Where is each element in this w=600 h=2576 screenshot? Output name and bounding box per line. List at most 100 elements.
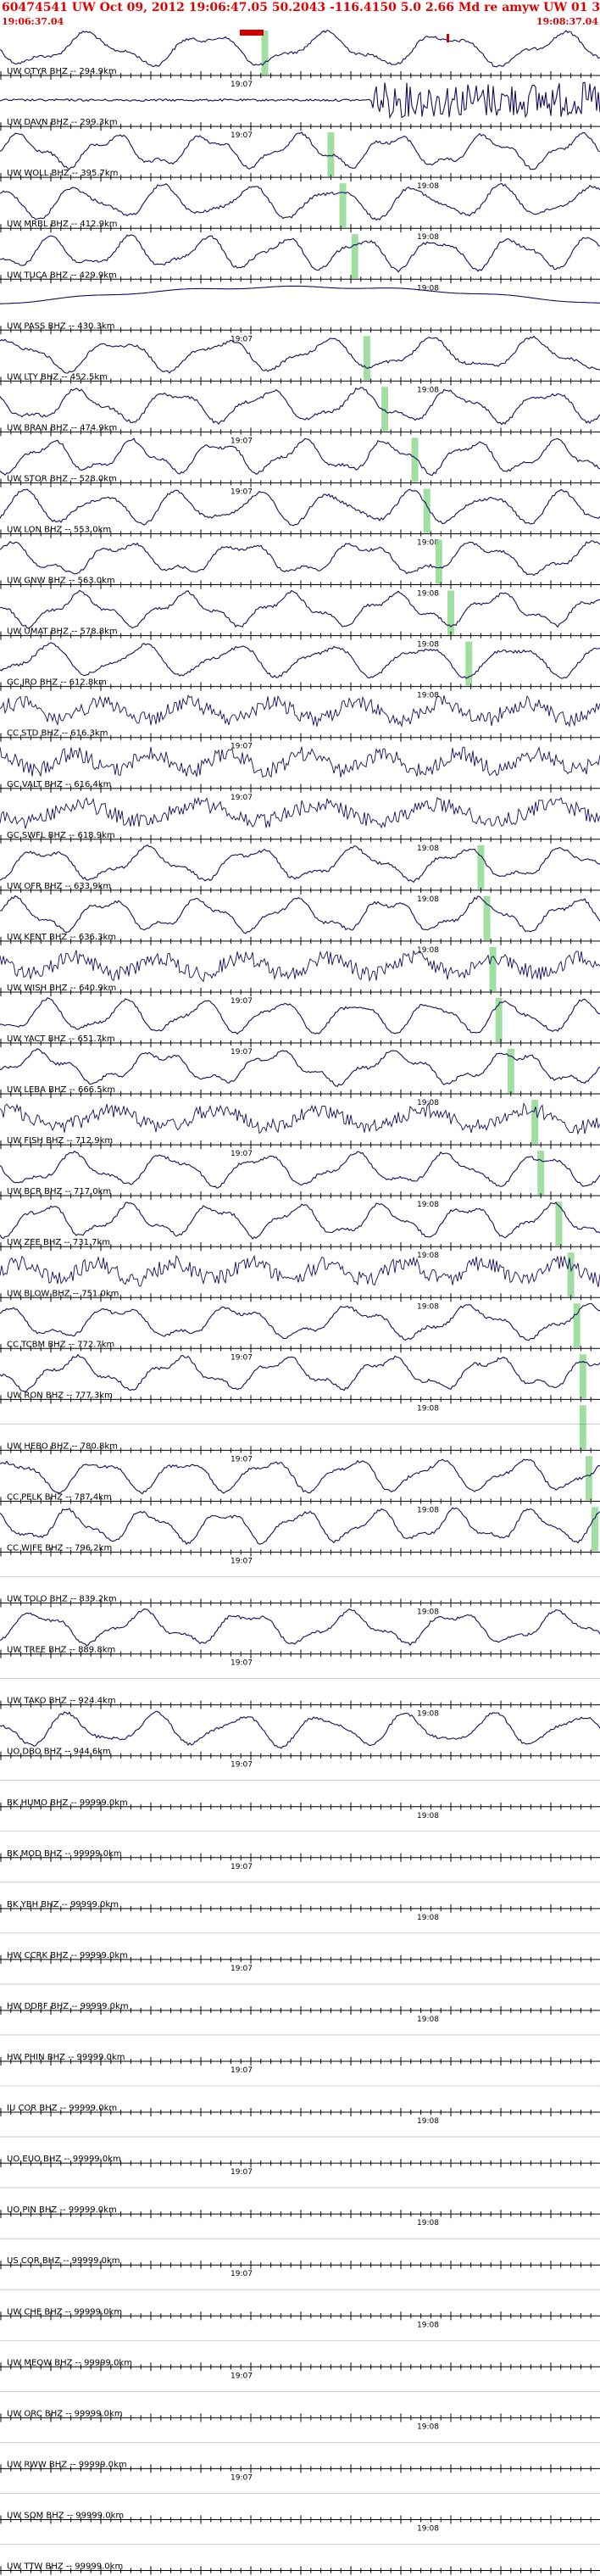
station-label: HW PHIN BHZ -- 99999.0km [7,2053,125,2062]
start-time: 19:06:37.04 [2,16,64,27]
pick-flag [240,30,264,36]
waveform-trace [0,895,600,934]
minute-tick-label: 19:07 [231,1761,253,1770]
station-label: UW OTYR BHZ -- 294.9km [7,67,117,76]
pick-flag [447,34,449,42]
pick-marker [531,1100,539,1145]
station-label: UW ORC BHZ -- 99999.0km [7,2409,123,2418]
minute-tick-label: 19:08 [417,1710,439,1719]
channel-panel: UW WOLL BHZ -- 395.7km 19:08 [0,131,600,191]
minute-tick-label: 19:08 [417,1252,439,1260]
waveform-trace [0,1302,600,1341]
minute-tick-label: 19:08 [417,2117,439,2126]
minute-tick-label: 19:08 [417,1914,439,1922]
minute-tick-label: 19:08 [417,590,439,599]
minute-tick-label: 19:08 [417,2321,439,2329]
minute-tick-label: 19:07 [231,1048,253,1057]
station-label: CC WIFE BHZ -- 796.2km [7,1544,112,1553]
station-label: UW UMAT BHZ -- 578.8km [7,627,118,637]
minute-tick-label: 19:08 [417,895,439,904]
channel-panel: UW OTYR BHZ -- 294.9km 19:07 [0,29,600,89]
channel-panel: UW SQM BHZ -- 99999.0km 19:08 [0,2493,600,2533]
station-label: UW DAVN BHZ -- 299.3km [7,118,118,127]
channel-panel: HW PHIN BHZ -- 99999.0km 19:07 [0,2034,600,2075]
minute-tick-label: 19:08 [417,845,439,853]
minute-tick-label: 19:08 [417,233,439,242]
station-label: UW TOLO BHZ -- 839.2km [7,1595,117,1604]
pick-marker [363,336,370,381]
waveform-trace [0,488,600,527]
station-label: UW TAKO BHZ -- 924.4km [7,1697,116,1706]
station-label: UW YACT BHZ -- 651.7km [7,1034,115,1044]
channel-panel: CC WIFE BHZ -- 796.2km 19:07 [0,1507,600,1566]
channel-panel: BK HUMO BHZ -- 99999.0km 19:08 [0,1780,600,1820]
station-label: US COR BHZ -- 99999.0km [7,2256,120,2266]
minute-tick-label: 19:07 [231,1150,253,1158]
channel-panel: UO EUO BHZ -- 99999.0km 19:07 [0,2136,600,2177]
station-label: GC JRO BHZ -- 612.8km [7,678,107,688]
waveform-trace [0,182,600,221]
station-label: IU COR BHZ -- 99999.0km [7,2104,117,2113]
minute-tick-label: 19:08 [417,1201,439,1209]
station-label: UW TTW BHZ -- 99999.0km [7,2562,123,2572]
channel-panel: UO PIN BHZ -- 99999.0km 19:08 [0,2187,600,2228]
station-label: BK HUMO BHZ -- 99999.0km [7,1798,128,1808]
channel-panel: UW TUCA BHZ -- 429.9km 19:08 [0,234,600,293]
channel-panel: UW BRAN BHZ -- 474.9km 19:07 [0,387,600,445]
waveform-trace [0,589,600,629]
waveform-trace [0,1202,600,1241]
minute-tick-label: 19:08 [417,2524,439,2533]
channel-panel: UW LEBA BHZ -- 666.5km 19:08 [0,1048,600,1107]
minute-tick-label: 19:08 [417,1099,439,1107]
minute-tick-label: 19:07 [231,437,253,445]
channel-panel: CC STD BHZ -- 616.3km 19:07 [0,694,600,751]
minute-tick-label: 19:07 [231,997,253,1006]
waveform-trace [0,387,600,426]
pick-marker [327,132,335,177]
minute-tick-label: 19:07 [231,1965,253,1973]
station-label: UW WISH BHZ -- 640.9km [7,984,116,993]
channel-panel: UW ZEE BHZ -- 731.7km 19:08 [0,1202,600,1260]
pick-marker [573,1303,581,1348]
minute-tick-label: 19:08 [417,1812,439,1820]
waveform-trace [0,234,600,273]
waveform-trace [0,796,600,829]
waveform-trace [0,1254,600,1287]
waveform-trace [0,131,600,170]
minute-tick-label: 19:08 [417,2016,439,2024]
station-label: UW BCR BHZ -- 717.0km [7,1187,111,1196]
station-label: CC PELK BHZ -- 787.4km [7,1492,112,1502]
pick-marker [261,31,269,75]
minute-tick-label: 19:08 [417,386,439,394]
station-label: GC VALT BHZ -- 616.4km [7,780,111,789]
channel-panel: UW PASS BHZ -- 430.3km 19:07 [0,285,600,343]
channel-panel: UW BLOW BHZ -- 751.0km 19:08 [0,1252,600,1311]
station-label: UW MEOW BHZ -- 99999.0km [7,2358,132,2367]
minute-tick-label: 19:07 [231,2473,253,2482]
pick-marker [351,234,358,279]
channel-panel: UW HEBO BHZ -- 780.8km 19:07 [0,1405,600,1464]
minute-tick-label: 19:08 [417,1609,439,1617]
channel-panel: GC SWFL BHZ -- 618.9km 19:08 [0,796,600,853]
waveform-trace [0,1353,600,1393]
minute-tick-label: 19:07 [231,743,253,751]
station-label: CC STD BHZ -- 616.3km [7,729,108,739]
station-label: UW OFR BHZ -- 633.9km [7,882,111,891]
pick-marker [477,845,485,889]
pick-marker [381,387,389,432]
waveform-trace [0,1458,600,1495]
waveform-trace [0,335,600,374]
minute-tick-label: 19:07 [231,2270,253,2278]
station-label: BK YBH BHZ -- 99999.0km [7,1900,119,1910]
pick-marker [507,1049,514,1094]
minute-tick-label: 19:07 [231,131,253,140]
waveform-trace [0,438,600,477]
channel-panel: UW WISH BHZ -- 640.9km 19:07 [0,946,600,1006]
minute-tick-label: 19:08 [417,284,439,293]
pick-marker [537,1151,545,1196]
minute-tick-label: 19:07 [231,488,253,496]
station-label: UW RON BHZ -- 777.3km [7,1391,113,1400]
minute-tick-label: 19:08 [417,1404,439,1413]
